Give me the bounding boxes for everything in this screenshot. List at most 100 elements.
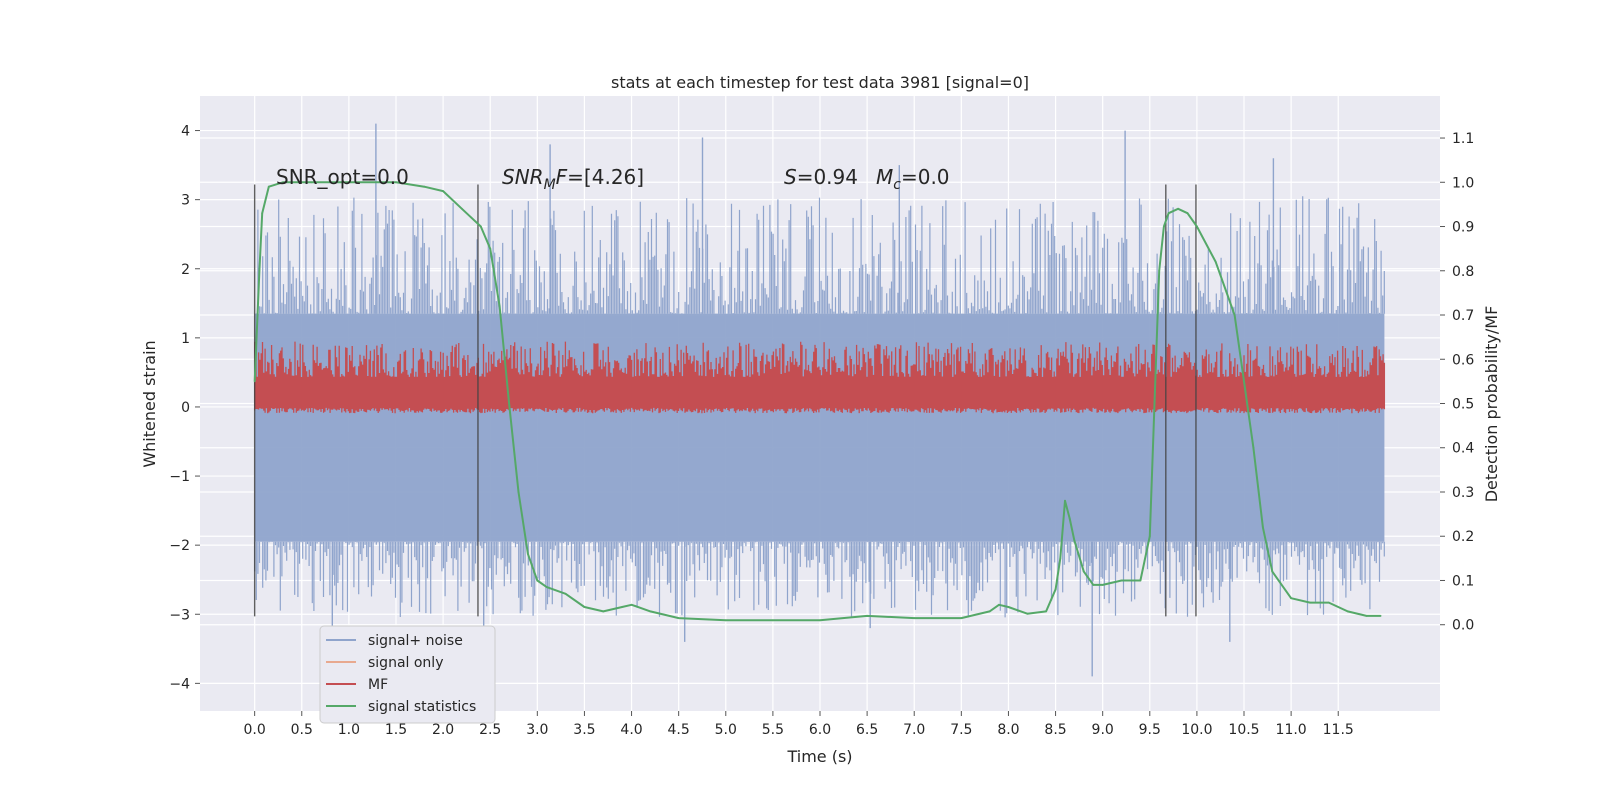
- y2-tick-label-5: 0.5: [1452, 397, 1474, 413]
- x-tick-label-8: 4.0: [620, 722, 642, 738]
- signal-statistics-point-54: [1186, 212, 1189, 215]
- signal-statistics-point-20: [564, 592, 567, 595]
- legend-label-signal-noise: signal+ noise: [368, 633, 463, 649]
- signal-statistics-point-16: [517, 491, 520, 493]
- signal-statistics-line: [253, 181, 1381, 622]
- y-tick-label-4: 0: [181, 400, 190, 416]
- x-tick-label-21: 10.5: [1228, 722, 1259, 738]
- mc-value: =0.0: [901, 165, 950, 189]
- annotation-s-mc: S=0.94 Mc=0.0: [784, 165, 950, 193]
- x-tick-label-2: 1.0: [338, 722, 360, 738]
- signal-statistics-point-64: [1327, 601, 1330, 604]
- y-tick-label-3: −1: [169, 469, 190, 485]
- signal-statistics-point-27: [724, 619, 727, 622]
- x-axis-ticks: 0.0 0.5 1.0 1.5 2.0 2.5 3.0 3.5 4.0 4.5 5.0 5.5 6.0 6…: [244, 711, 1354, 738]
- signal-statistics-point-22: [602, 610, 605, 613]
- x-tick-label-10: 5.0: [715, 722, 737, 738]
- y2-axis-ticks: 0.0 0.1 0.2 0.3 0.4 0.5 0.6 0.7 0.8 0.9 1.0 1.1: [1440, 131, 1474, 634]
- signal-statistics-point-67: [1379, 615, 1382, 617]
- signal-statistics-point-0: [253, 380, 256, 383]
- signal-statistics-point-21: [583, 606, 586, 608]
- signal-statistics-point-57: [1233, 314, 1236, 316]
- x-tick-label-3: 1.5: [385, 722, 407, 738]
- signal-statistics-point-51: [1163, 225, 1165, 228]
- signal-statistics-point-18: [536, 579, 539, 582]
- x-axis-label: Time (s): [786, 747, 852, 766]
- x-tick-label-17: 8.5: [1044, 722, 1066, 738]
- x-tick-label-23: 11.5: [1323, 722, 1354, 738]
- s-value: =0.94: [797, 165, 858, 189]
- signal-statistics-point-41: [1068, 517, 1071, 520]
- snr-mf-value: =[4.26]: [567, 165, 644, 189]
- signal-statistics-point-14: [498, 305, 501, 308]
- snr-mf-mid: F: [556, 165, 568, 189]
- signal-statistics-point-4: [282, 181, 284, 184]
- signal-statistics-point-61: [1271, 570, 1274, 573]
- signal-statistics-point-24: [630, 603, 633, 606]
- x-tick-label-13: 6.5: [856, 722, 878, 738]
- signal-statistics-point-50: [1158, 269, 1161, 272]
- chart-title: stats at each timestep for test data 398…: [611, 73, 1029, 92]
- signal-statistics-point-62: [1290, 597, 1292, 600]
- y2-tick-label-10: 1.0: [1452, 175, 1474, 191]
- signal-statistics-point-12: [479, 225, 482, 228]
- signal-statistics-point-46: [1120, 579, 1123, 582]
- y-axis-ticks: −4 −3 −2 −1 0 1 2 3 4: [169, 124, 200, 692]
- x-tick-label-20: 10.0: [1181, 722, 1212, 738]
- signal-statistics-point-45: [1101, 584, 1104, 586]
- x-tick-label-14: 7.0: [903, 722, 925, 738]
- signal-statistics-point-37: [1045, 610, 1047, 613]
- x-tick-label-6: 3.0: [526, 722, 548, 738]
- signal-statistics-point-48: [1148, 535, 1151, 538]
- x-tick-label-4: 2.0: [432, 722, 454, 738]
- x-tick-label-19: 9.5: [1139, 722, 1161, 738]
- signal-statistics-point-49: [1153, 402, 1156, 405]
- legend: signal+ noise signal only MF signal stat…: [319, 625, 496, 724]
- signal-statistics-point-34: [998, 603, 1000, 606]
- signal-statistics-point-8: [423, 185, 426, 188]
- signal-statistics-point-35: [1007, 606, 1010, 608]
- signal-statistics-point-65: [1346, 610, 1349, 613]
- signal-noise-core-band: [254, 313, 1385, 542]
- signal-statistics-point-17: [527, 553, 529, 555]
- signal-statistics-point-31: [913, 617, 916, 619]
- signal-statistics-point-58: [1243, 380, 1245, 383]
- signal-statistics-point-59: [1252, 446, 1255, 449]
- signal-statistics-point-44: [1092, 584, 1095, 586]
- mc-sub: c: [893, 177, 901, 193]
- y2-tick-label-6: 0.6: [1452, 352, 1474, 368]
- y2-axis-label: Detection probability/MF: [1482, 306, 1501, 503]
- signal-statistics-point-29: [819, 619, 821, 622]
- x-tick-label-12: 6.0: [809, 722, 831, 738]
- signal-statistics-point-43: [1082, 570, 1085, 573]
- signal-statistics-point-30: [866, 615, 868, 617]
- signal-statistics-point-13: [489, 247, 492, 250]
- x-tick-label-9: 4.5: [668, 722, 690, 738]
- x-tick-label-0: 0.0: [244, 722, 266, 738]
- signal-statistics-point-36: [1026, 612, 1029, 615]
- signal-statistics-point-11: [470, 216, 473, 219]
- y2-tick-label-11: 1.1: [1452, 131, 1474, 147]
- vertical-markers: [253, 184, 1197, 617]
- signal-statistics-point-66: [1365, 615, 1368, 617]
- signal-statistics-point-3: [267, 185, 270, 188]
- y2-tick-label-2: 0.2: [1452, 529, 1474, 545]
- x-tick-label-16: 8.0: [997, 722, 1019, 738]
- signal-statistics-point-63: [1309, 601, 1311, 604]
- signal-statistics-point-1: [258, 269, 261, 272]
- x-tick-label-15: 7.5: [950, 722, 972, 738]
- signal-statistics-point-32: [960, 617, 963, 619]
- signal-statistics-point-28: [772, 619, 774, 622]
- y-tick-label-5: 1: [181, 331, 190, 347]
- y2-tick-label-0: 0.0: [1452, 618, 1474, 634]
- x-tick-label-18: 9.0: [1092, 722, 1114, 738]
- legend-label-mf: MF: [368, 677, 388, 693]
- annotation-snr-mf: SNRMF=[4.26]: [502, 165, 644, 193]
- y-tick-label-2: −2: [169, 538, 190, 554]
- signal-statistics-point-52: [1167, 212, 1170, 215]
- signal-statistics-point-40: [1064, 499, 1066, 502]
- signal-statistics-point-25: [649, 610, 652, 613]
- y2-tick-label-9: 0.9: [1452, 220, 1474, 236]
- y-tick-label-0: −4: [169, 676, 190, 692]
